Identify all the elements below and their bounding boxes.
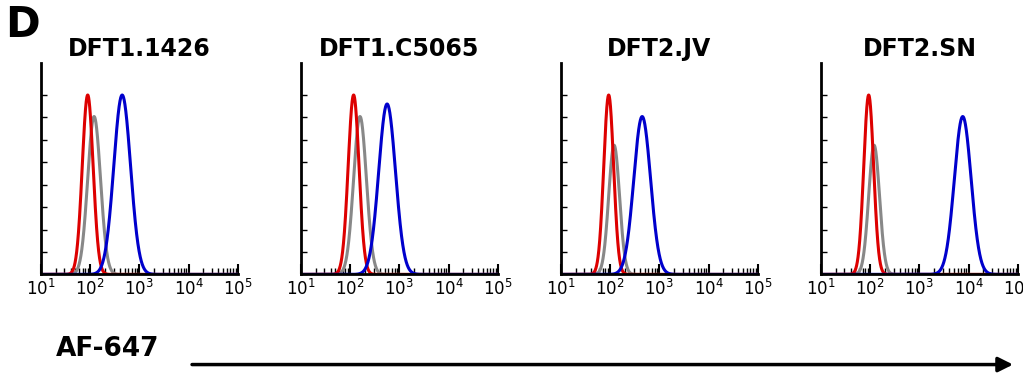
Text: AF-647: AF-647 (56, 336, 160, 362)
Text: D: D (5, 4, 40, 46)
Title: DFT2.SN: DFT2.SN (862, 37, 976, 61)
Title: DFT1.1426: DFT1.1426 (68, 37, 211, 61)
Title: DFT1.C5065: DFT1.C5065 (319, 37, 480, 61)
Title: DFT2.JV: DFT2.JV (608, 37, 712, 61)
